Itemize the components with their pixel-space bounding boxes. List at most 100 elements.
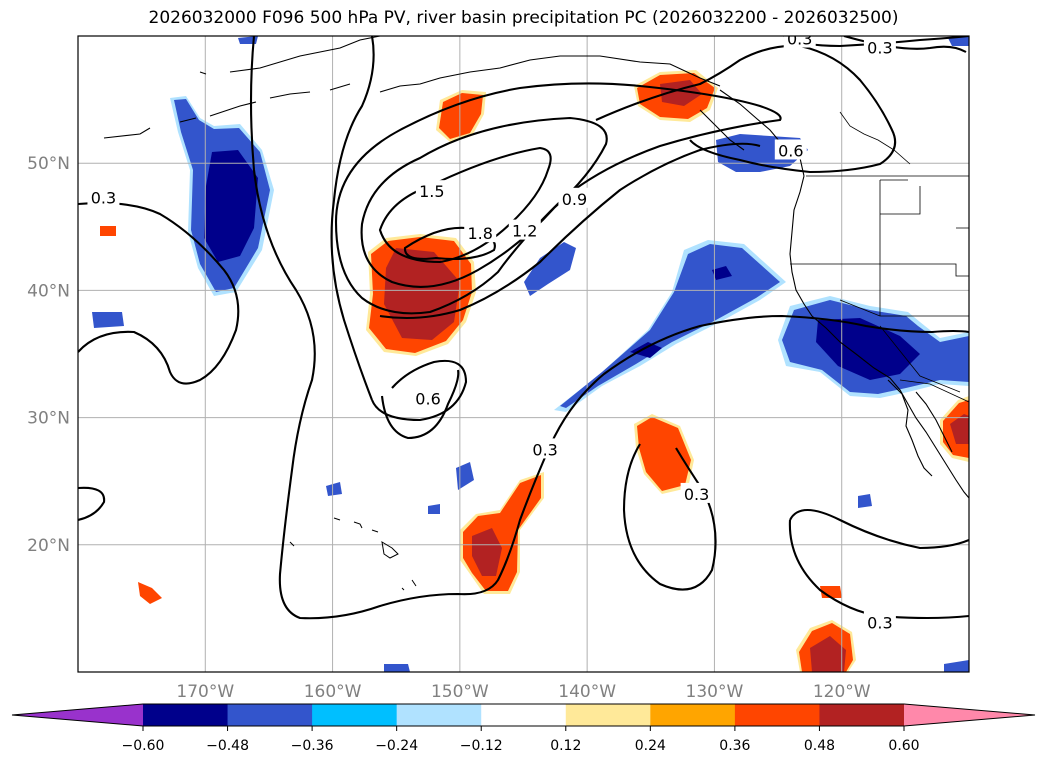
neg-field-small [456,462,474,490]
contour-label-bg [783,36,816,48]
pv-contour-0.6 [379,142,761,320]
colorbar-segment [143,704,229,726]
coastline-gulf-ca [915,391,953,453]
pos-field-small [138,582,162,604]
contour-label: 1.5 [419,182,444,201]
colorbar-tick-label: −0.12 [460,738,503,754]
contour-label-bg [680,482,713,503]
colorbar-tick-label: 0.36 [719,738,750,754]
contour-label-bg [412,387,445,408]
chart-title: 2026032000 F096 500 hPa PV, river basin … [148,8,899,28]
contour-label-bg [464,222,497,243]
border-canada-alaska [839,111,911,165]
pv-contour-0.3 [78,486,106,522]
pv-contour-0.3 [249,36,969,620]
pv-contour-0.6 [380,369,460,440]
coastline-west [789,175,969,499]
pos-field-sub [637,417,691,491]
x-tick-label: 140°W [558,682,616,702]
coastline-baja [887,379,933,477]
pv-contour-0.6 [330,36,375,401]
neg-field-small [92,312,124,328]
colorbar-tick-label: −0.60 [122,738,165,754]
y-tick-label: 50°N [27,154,70,174]
colorbar: −0.60 −0.48 −0.36 −0.24 −0.12 0.12 0.24 0.36 0.4… [11,703,1036,754]
neg-field-small [428,504,440,514]
contour-label: 1.8 [467,224,492,243]
border-us-states [790,179,969,393]
axis-ticks: 170°W 160°W 150°W 140°W 130°W 120°W 20°N 30°N 40… [27,154,871,702]
coastline-alaska [229,36,381,73]
border-us-mexico [899,379,969,403]
colorbar-tick-label: 0.48 [804,738,835,754]
pv-contour-1.2 [360,116,608,288]
neg-field-small [326,482,342,496]
contour-label: 0.3 [91,189,116,208]
x-tick-label: 150°W [431,682,489,702]
neg-field-small [524,242,576,296]
colorbar-segment [481,704,567,726]
x-tick-label: 120°W [813,682,871,702]
island-small [199,71,417,591]
neg-field-band-core [630,342,662,358]
contour-label-bg [774,139,807,160]
colorbar-tick-label: 0.24 [635,738,666,754]
y-tick-label: 30°N [27,409,70,429]
neg-field-west-core [204,150,258,262]
precipitation-fields [92,36,969,672]
contour-label: 0.3 [867,613,892,632]
x-tick-label: 160°W [304,682,362,702]
contour-labels: 0.3 0.3 0.3 1.5 1.8 1.2 0.9 0.6 0.6 0.3 0.3 0.3 [87,30,896,632]
colorbar-tick-label: −0.36 [291,738,334,754]
colorbar-segment [650,704,736,726]
y-tick-label: 20°N [27,536,70,556]
contour-label-bg [863,611,896,632]
pv-contour-0.3 [78,202,240,385]
colorbar-segment [819,704,905,726]
coastline-aleutians [103,83,351,139]
neg-field-band-core [712,266,732,280]
pos-field-sw-core [472,528,502,576]
y-tick-label: 40°N [27,281,70,301]
pv-contour-0.3 [788,519,969,620]
pv-contour-0.6 [595,44,897,174]
colorbar-segment [396,704,482,726]
pv-contour-1.8 [403,226,496,261]
map-frame [77,35,970,673]
contour-label-bg [558,187,591,208]
pv-contour-0.9 [334,82,782,315]
contour-label-bg [87,186,120,207]
colorbar-tick-label: −0.48 [206,738,249,754]
colorbar-extend-high [904,704,1035,726]
neg-field-small [858,494,872,508]
pv-contour-0.3 [789,508,969,550]
pos-field-north [439,93,483,139]
pos-field-mexico-core [950,414,969,444]
colorbar-segment [227,704,313,726]
x-tick-label: 130°W [686,682,744,702]
colorbar-segment [565,704,651,726]
contour-label: 0.3 [787,30,812,49]
contour-label: 0.6 [415,390,440,409]
pos-field-se-core [810,636,846,672]
islands [199,71,417,591]
contour-label: 0.3 [867,38,892,57]
pv-contour-0.6 [371,359,468,422]
colorbar-segment [312,704,398,726]
contour-label-bg [863,36,896,57]
x-tick-label: 170°W [176,682,234,702]
pos-field-small [100,226,116,236]
contour-label-bg [529,438,562,459]
contour-label: 0.9 [562,190,587,209]
contour-label: 0.3 [532,440,557,459]
contour-label-bg [508,219,541,240]
contour-label-bg [415,180,448,201]
neg-field-small [944,660,969,672]
colorbar-tick-label: 0.60 [888,738,919,754]
contour-label: 0.3 [684,485,709,504]
map-layers: 0.3 0.3 0.3 1.5 1.8 1.2 0.9 0.6 0.6 0.3 0.3 0.3 [78,30,969,672]
neg-field-small [384,664,410,672]
colorbar-extend-low [12,704,143,726]
island-hawaii [333,517,399,559]
